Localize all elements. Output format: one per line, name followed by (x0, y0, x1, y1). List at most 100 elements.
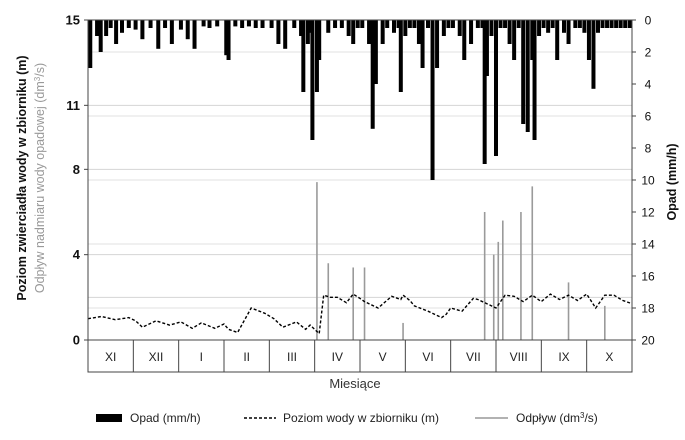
rain-bar (305, 20, 310, 44)
month-axis: XI XII I II III IV V VI VII VIII IX X (87, 339, 633, 373)
right-tick-label: 6 (645, 110, 652, 124)
month-label: X (605, 350, 613, 364)
left-axis-label-outflow-prefix: Odpływ nadmiaru wody opadowej (dm (33, 81, 47, 293)
rain-bar (489, 20, 494, 36)
legend: Opad (mm/h) Poziom wody w zbiorniku (m) … (96, 411, 598, 425)
rain-bar (596, 20, 600, 33)
rain-bar (104, 20, 109, 36)
left-tick-label: 8 (73, 162, 80, 177)
rain-bar (201, 20, 206, 27)
legend-outflow-label: Odpływ (dm3/s) (516, 411, 598, 425)
rain-bar (88, 20, 93, 68)
rain-bar (283, 20, 288, 49)
rain-bar (346, 20, 351, 36)
rain-bar (333, 20, 338, 28)
legend-outflow-label-prefix: Odpływ (dm (516, 411, 580, 425)
x-axis-label: Miesiące (329, 376, 380, 391)
rain-bar (326, 20, 331, 33)
rain-bar (310, 20, 315, 140)
rain-bar (498, 20, 503, 28)
month-label: VIII (510, 350, 528, 364)
rain-bar (403, 20, 408, 36)
rain-bar (435, 20, 440, 68)
rain-bar (600, 20, 605, 28)
rain-bar (426, 20, 430, 28)
rain-bar (351, 20, 356, 44)
month-label: VII (466, 350, 481, 364)
month-label: IV (332, 350, 343, 364)
rain-bar (586, 20, 591, 60)
legend-outflow-label-suffix: /s) (584, 411, 597, 425)
left-axis-label-outflow-sup: 3 (33, 76, 42, 81)
rain-bar (233, 20, 238, 27)
rain-bar (537, 20, 542, 36)
right-tick-label: 10 (641, 174, 655, 188)
rain-bar (462, 20, 467, 60)
rain-bar (215, 20, 220, 27)
left-axis-label-level: Poziom zwierciadła wody w zbiorniku (m) (15, 55, 29, 300)
gridlines (88, 51, 632, 309)
left-tick-label: 4 (73, 247, 81, 262)
right-tick-label: 0 (645, 14, 652, 28)
rain-bar (260, 20, 265, 28)
month-label: VI (422, 350, 433, 364)
rain-bar (530, 20, 535, 60)
right-tick-label: 2 (645, 46, 652, 60)
rain-bar (566, 20, 571, 44)
water-level-line (87, 293, 633, 336)
rain-bar (185, 20, 190, 40)
rain-bar (555, 20, 560, 60)
left-tick-label: 15 (66, 13, 80, 28)
left-axis-label-outflow: Odpływ nadmiaru wody opadowej (dm3/s) (33, 63, 47, 293)
rain-bar (546, 20, 551, 33)
rain-bar (430, 20, 435, 180)
rain-bar (457, 20, 462, 36)
rain-bar (550, 20, 555, 28)
rain-bar (95, 20, 100, 36)
month-label: XII (149, 350, 164, 364)
month-label: IX (558, 350, 569, 364)
rain-bar (503, 20, 508, 28)
rain-bar (226, 20, 231, 60)
rain-bar (420, 20, 425, 68)
rain-bar (482, 20, 487, 164)
rain-bar (396, 20, 401, 28)
rain-bar (373, 20, 378, 84)
rain-bar (178, 20, 183, 30)
rain-bar (308, 20, 313, 33)
right-axis-label: Opad (mm/h) (665, 143, 679, 220)
rain-bar (441, 20, 446, 36)
rain-bar (605, 20, 610, 28)
rain-bar (156, 20, 161, 49)
rain-bar (450, 20, 455, 28)
legend-outflow-label-sup: 3 (580, 411, 585, 420)
rain-bars (88, 20, 632, 180)
rain-bar (192, 20, 197, 49)
rain-bar (339, 20, 344, 28)
rain-bar (148, 20, 153, 28)
rain-bar (577, 20, 582, 28)
legend-rain-swatch (96, 414, 122, 422)
rain-bar (623, 20, 628, 28)
right-axis-ticks: 0 2 4 6 8 10 12 14 16 18 20 (632, 14, 655, 348)
rain-bar (120, 20, 124, 33)
month-label: I (200, 350, 203, 364)
right-tick-label: 12 (641, 206, 655, 220)
right-tick-label: 8 (645, 142, 652, 156)
rain-bar (299, 20, 304, 36)
rain-bar (609, 20, 614, 28)
rain-bar (475, 20, 480, 28)
rain-bar (355, 20, 360, 28)
rain-bar (614, 20, 619, 28)
month-label: II (243, 350, 250, 364)
rain-bar (541, 20, 546, 28)
rain-bar (582, 20, 587, 33)
rain-bar (494, 20, 498, 156)
legend-level-label: Poziom wody w zbiorniku (m) (283, 411, 439, 425)
rain-bar (591, 20, 596, 89)
rain-bar (407, 20, 412, 28)
rain-bar (133, 20, 138, 30)
right-tick-label: 16 (641, 270, 655, 284)
